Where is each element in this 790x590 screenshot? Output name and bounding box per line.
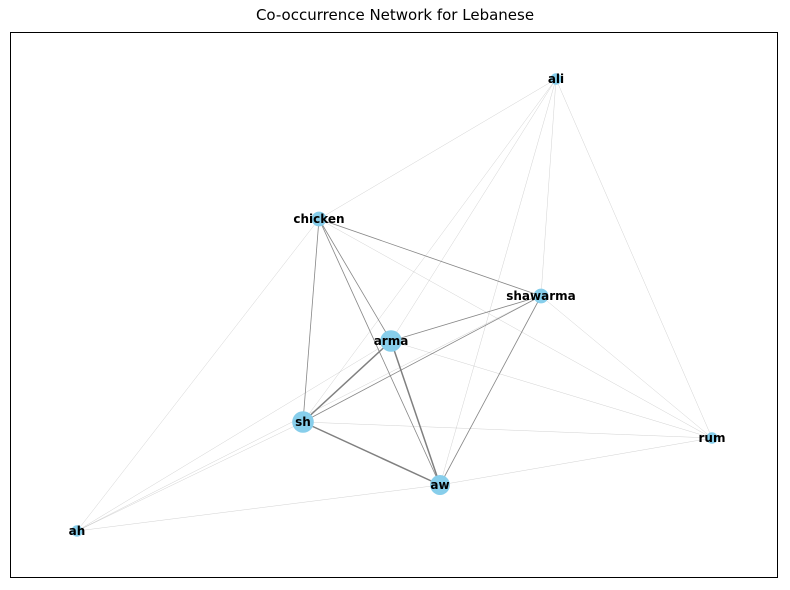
label-layer: ali chicken shawarma arma sh aw rum ah <box>69 72 726 538</box>
node-aw <box>430 475 450 495</box>
edge-shawarma-arma <box>390 295 542 342</box>
edge-ah-aw <box>76 484 441 532</box>
edge-ah-chicken <box>76 218 320 532</box>
edge-ah-arma <box>76 340 392 532</box>
node-label-chicken: chicken <box>293 212 344 226</box>
node-label-shawarma: shawarma <box>506 289 576 303</box>
edge-rum-chicken <box>318 218 713 439</box>
node-label-arma: arma <box>374 334 409 348</box>
edge-ali-rum <box>555 78 713 439</box>
edge-ali-arma <box>390 78 557 342</box>
edge-sh-arma <box>302 340 392 423</box>
node-layer <box>71 73 718 537</box>
edge-ah-sh <box>76 421 304 532</box>
edge-rum-aw <box>439 437 713 486</box>
node-rum <box>706 432 718 444</box>
node-label-aw: aw <box>430 478 449 492</box>
edge-rum-sh <box>302 421 713 439</box>
node-ali <box>550 73 562 85</box>
edge-ali-chicken <box>318 78 557 220</box>
edge-ali-shawarma <box>540 78 557 297</box>
edge-chicken-arma <box>318 218 392 342</box>
node-label-ah: ah <box>69 524 86 538</box>
node-label-sh: sh <box>295 415 311 429</box>
edge-chicken-aw <box>318 218 441 486</box>
chart-title: Co-occurrence Network for Lebanese <box>255 6 535 24</box>
edge-shawarma-aw <box>439 295 542 486</box>
edge-layer <box>76 78 713 532</box>
edge-arma-aw <box>390 340 441 486</box>
edge-rum-arma <box>390 340 713 439</box>
edge-chicken-shawarma <box>318 218 542 297</box>
edge-shawarma-sh <box>302 295 542 423</box>
node-ah <box>71 525 83 537</box>
edge-sh-aw <box>302 421 441 486</box>
node-shawarma <box>533 288 549 304</box>
edge-chicken-sh <box>302 218 320 423</box>
node-sh <box>292 411 314 433</box>
node-label-ali: ali <box>548 72 564 86</box>
node-label-rum: rum <box>699 431 726 445</box>
node-chicken <box>311 211 327 227</box>
edge-ali-sh <box>302 78 557 423</box>
plot-frame <box>10 32 778 578</box>
node-arma <box>380 330 402 352</box>
edge-ali-aw <box>439 78 557 486</box>
edge-rum-shawarma <box>540 295 713 439</box>
